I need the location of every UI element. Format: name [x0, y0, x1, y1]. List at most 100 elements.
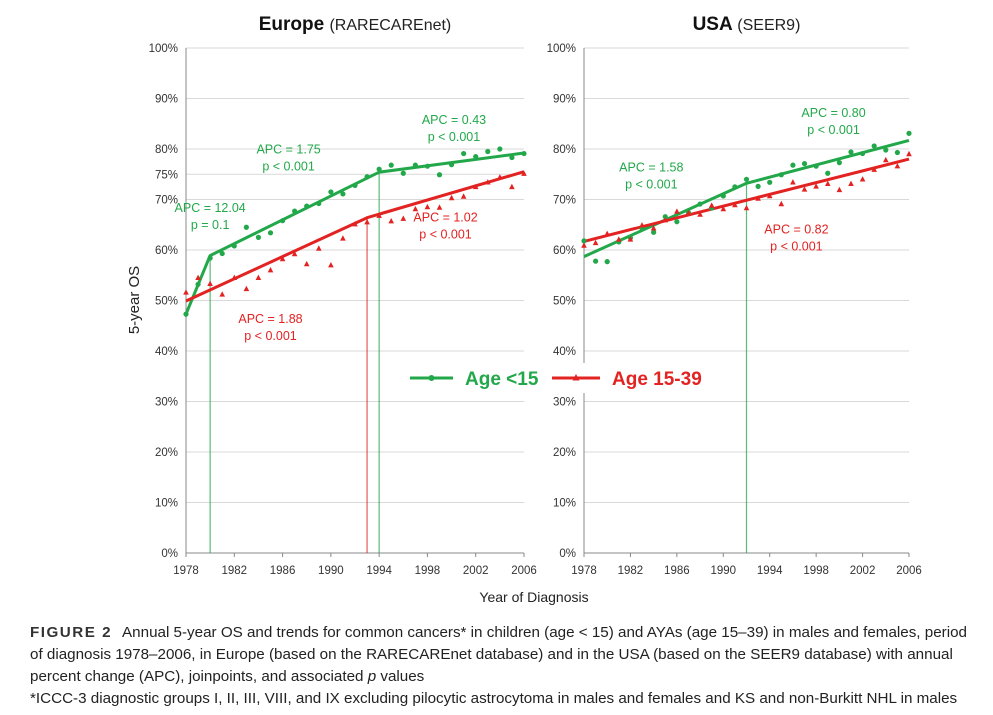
data-point	[460, 193, 467, 199]
y-tick-label: 20%	[155, 447, 178, 459]
data-point	[279, 255, 286, 262]
data-point	[836, 160, 842, 166]
data-point	[674, 208, 680, 214]
data-point	[364, 174, 370, 180]
data-point	[848, 149, 854, 155]
y-tick-label: 60%	[553, 245, 576, 257]
y-tick-label: 75%	[155, 169, 178, 181]
apc-annotation: APC = 0.82 p < 0.001	[764, 222, 828, 253]
data-point	[767, 179, 773, 185]
legend-marker	[572, 374, 580, 381]
data-point	[906, 130, 912, 136]
y-tick-label: 40%	[155, 346, 178, 358]
data-point	[328, 189, 334, 195]
chart-title: USA (SEER9)	[693, 14, 801, 35]
y-tick-label: 60%	[155, 245, 178, 257]
data-point	[906, 150, 912, 157]
data-point	[316, 200, 322, 207]
data-point	[473, 153, 479, 160]
data-point	[436, 204, 443, 210]
apc-annotation: APC = 0.43 p < 0.001	[422, 113, 486, 144]
data-point	[292, 208, 298, 214]
x-tick-label: 1990	[710, 565, 736, 577]
data-point	[581, 238, 587, 244]
data-point	[581, 242, 587, 248]
y-tick-label: 100%	[547, 43, 576, 55]
data-point	[183, 289, 189, 295]
data-point	[521, 150, 527, 157]
data-point	[790, 162, 796, 168]
data-point	[778, 172, 784, 178]
data-point	[743, 176, 750, 182]
y-tick-label: 100%	[149, 43, 178, 55]
data-point	[340, 191, 346, 197]
x-tick-label: 1986	[270, 565, 296, 577]
data-point	[697, 201, 703, 207]
y-tick-label: 80%	[553, 144, 576, 156]
data-point	[627, 236, 634, 242]
data-point	[790, 179, 796, 185]
data-point	[509, 183, 515, 190]
x-tick-label: 2006	[896, 565, 922, 577]
data-point	[604, 230, 610, 236]
y-tick-label: 50%	[155, 296, 178, 308]
data-point	[674, 219, 680, 225]
x-tick-label: 1998	[415, 565, 441, 577]
data-point	[424, 163, 431, 169]
y-tick-label: 90%	[553, 94, 576, 106]
trend-line	[184, 151, 525, 315]
data-point	[412, 205, 419, 212]
x-tick-label: 1978	[571, 565, 597, 577]
trend-line	[583, 157, 910, 243]
data-point	[894, 149, 900, 156]
y-axis-label: 5-year OS	[126, 266, 143, 334]
y-tick-label: 70%	[155, 195, 178, 207]
data-point	[485, 179, 491, 185]
y-tick-label: 70%	[553, 195, 576, 207]
y-tick-label: 90%	[155, 94, 178, 106]
data-point	[732, 184, 738, 190]
data-point	[825, 180, 831, 186]
data-point	[662, 214, 668, 220]
data-point	[651, 229, 657, 235]
data-point	[231, 243, 237, 249]
x-tick-label: 1990	[318, 565, 344, 577]
data-point	[279, 218, 286, 224]
data-point	[859, 150, 866, 157]
data-point	[732, 201, 738, 208]
data-point	[424, 203, 431, 210]
chart-panel-2: 0% 10% 20% 30% 40% 50% 60% 70% 80% 90% 100% 1978 198…	[547, 14, 922, 577]
data-point	[755, 183, 761, 189]
data-point	[848, 180, 854, 186]
data-point	[376, 166, 382, 172]
x-tick-label: 1994	[757, 565, 783, 577]
data-point	[219, 291, 225, 297]
x-tick-label: 1994	[366, 565, 392, 577]
data-point	[400, 215, 407, 221]
data-point	[662, 217, 668, 223]
data-point	[448, 162, 455, 168]
caption-italic: p	[367, 668, 377, 685]
apc-annotation: APC = 0.80 p < 0.001	[801, 106, 865, 137]
data-point	[509, 154, 515, 161]
data-point	[376, 212, 382, 218]
figure-chart: 0% 10% 20% 30% 40% 50% 60% 70% 75% 80% 90% 100% 1978…	[126, 14, 922, 605]
data-point	[485, 148, 491, 155]
legend: Age <15 Age 15-39	[392, 363, 724, 393]
data-point	[650, 225, 657, 231]
data-point	[316, 245, 322, 251]
caption-footnote: *ICCC-3 diagnostic groups I, II, III, VI…	[30, 690, 958, 707]
data-point	[720, 193, 726, 199]
legend-marker	[428, 375, 435, 381]
data-point	[708, 202, 715, 208]
apc-annotation: APC = 1.02 p < 0.001	[413, 211, 477, 242]
data-point	[472, 183, 479, 190]
y-tick-label: 30%	[155, 397, 178, 409]
data-point	[697, 211, 703, 217]
data-point	[592, 239, 599, 246]
figure-caption: FIGURE 2 Annual 5-year OS and trends for …	[30, 622, 980, 710]
data-point	[616, 236, 622, 242]
data-point	[448, 194, 455, 201]
x-tick-label: 2002	[463, 565, 489, 577]
data-point	[883, 147, 889, 153]
